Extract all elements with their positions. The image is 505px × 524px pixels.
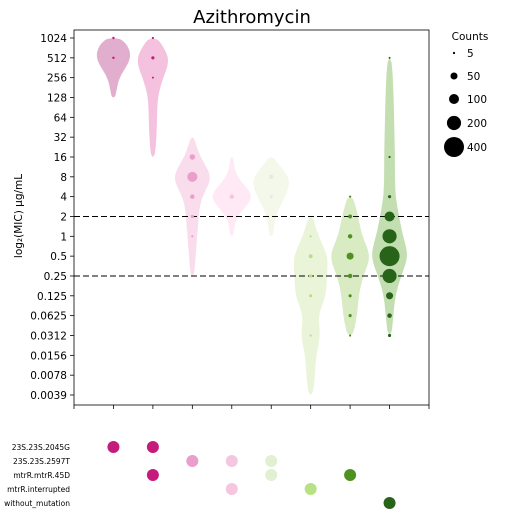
data-point (346, 252, 354, 260)
data-point (388, 155, 391, 159)
data-point (269, 195, 273, 199)
y-tick-label: 0.5 (50, 251, 67, 263)
data-point (309, 274, 313, 278)
violin-body (137, 38, 168, 157)
matrix-dot (146, 469, 159, 481)
y-tick-label: 0.25 (44, 271, 67, 283)
violin-body (96, 38, 130, 98)
data-point (189, 154, 196, 160)
mutation-matrix: 23S.23S.2045G 23S.23S.2597T mtrR.mtrR.45D m… (4, 441, 396, 509)
matrix-dot (383, 497, 396, 509)
y-tick-label: 1024 (40, 33, 67, 45)
data-point (348, 294, 352, 298)
matrix-dot (186, 455, 199, 467)
chart-title: Azithromycin (193, 7, 311, 28)
data-point (191, 235, 194, 238)
legend-marker (450, 72, 458, 80)
y-tick-label: 16 (54, 152, 68, 164)
data-point (229, 194, 235, 199)
matrix-dot (225, 455, 238, 467)
y-axis-label: log₂(MIC) μg/mL (13, 174, 25, 258)
y-tick-label: 0.0312 (30, 331, 67, 343)
data-point (387, 333, 392, 338)
plot-frame (73, 29, 430, 406)
legend-label: 100 (467, 94, 487, 106)
y-tick-label: 64 (54, 112, 68, 124)
data-point (348, 214, 353, 219)
y-tick-label: 8 (60, 172, 67, 184)
plot-area: 0.0039 0.0078 0.0156 0.0312 0.0625 0.125 0.25 0… (30, 29, 430, 409)
matrix-dot (225, 483, 238, 495)
legend-label: 200 (467, 118, 487, 130)
mutation-label: without_mutation (4, 499, 70, 508)
legend-marker (449, 94, 459, 104)
data-point (308, 254, 313, 259)
legend-label: 5 (467, 48, 474, 60)
y-tick-label: 0.0078 (30, 370, 67, 382)
data-point (387, 313, 392, 318)
data-point (379, 246, 400, 267)
data-point (309, 235, 312, 238)
data-point (112, 56, 115, 60)
matrix-dot (265, 455, 278, 467)
legend-marker (444, 137, 464, 157)
matrix-dot (304, 483, 317, 495)
mutation-label: mtrR.interrupted (7, 485, 70, 494)
data-point (347, 234, 353, 239)
y-tick-label: 128 (47, 92, 67, 104)
y-tick-label: 0.125 (37, 291, 67, 303)
legend-marker (452, 51, 456, 55)
legend-label: 400 (467, 142, 487, 154)
data-point (348, 195, 352, 198)
data-point (309, 294, 313, 298)
data-point (112, 36, 115, 40)
data-point (151, 36, 155, 40)
data-point (348, 314, 352, 318)
data-point (388, 56, 391, 59)
y-tick-label: 4 (60, 192, 67, 204)
data-point (382, 229, 397, 244)
data-point (347, 273, 353, 279)
mutation-label: 23S.23S.2597T (13, 457, 70, 466)
data-point (309, 334, 312, 337)
data-point (151, 56, 155, 60)
data-point (382, 268, 397, 284)
data-point (384, 211, 395, 222)
matrix-dot (146, 441, 159, 453)
y-tick-label: 0.0039 (30, 390, 67, 402)
y-tick-label: 512 (47, 53, 67, 65)
data-point (387, 195, 392, 199)
legend-title: Counts (452, 31, 489, 43)
counts-legend: 5 50 100 200 400 (444, 48, 487, 157)
y-tick-label: 2 (60, 211, 67, 223)
data-point (190, 214, 194, 219)
y-tick-label: 1 (60, 231, 67, 243)
mutation-label: 23S.23S.2045G (12, 443, 70, 452)
matrix-dot (107, 441, 120, 453)
violin-body (293, 216, 328, 395)
data-point (386, 292, 394, 300)
y-tick-label: 0.0625 (30, 311, 67, 323)
data-point (268, 174, 274, 180)
legend-marker (446, 115, 462, 131)
data-point (348, 334, 352, 337)
data-point (187, 171, 198, 182)
matrix-dot (265, 469, 278, 481)
violin-body (175, 137, 210, 276)
matrix-dot (344, 469, 357, 481)
legend-label: 50 (467, 71, 480, 83)
data-point (190, 194, 195, 199)
y-tick-label: 0.0156 (30, 350, 67, 362)
y-tick-label: 256 (47, 73, 67, 85)
violin-body (331, 196, 369, 336)
data-point (151, 76, 154, 79)
y-tick-label: 32 (54, 132, 67, 144)
mutation-label: mtrR.mtrR.45D (13, 471, 70, 480)
